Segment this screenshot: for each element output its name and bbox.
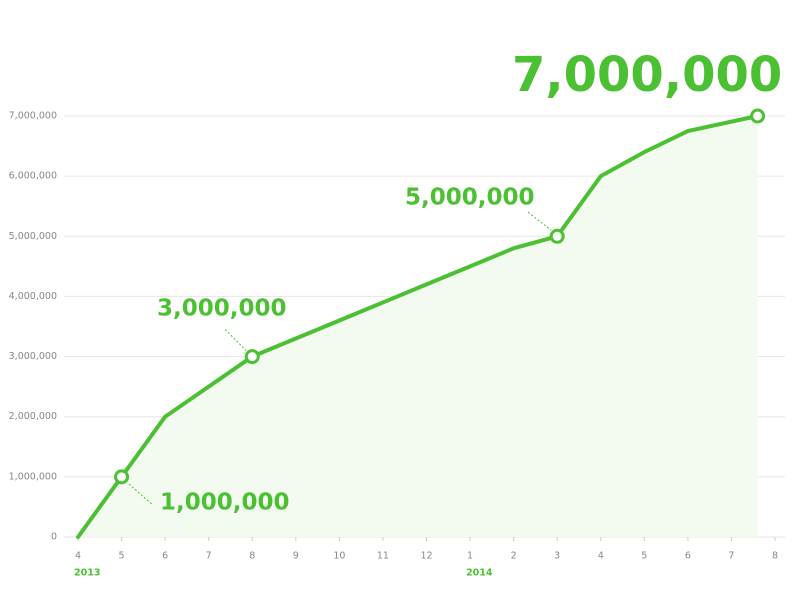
milestone-marker	[114, 469, 130, 485]
y-tick-label: 1,000,000	[9, 471, 57, 482]
x-tick-label: 10	[333, 551, 345, 562]
y-tick-label: 7,000,000	[9, 111, 57, 122]
milestone-marker	[549, 228, 565, 244]
x-tick-label: 4	[75, 551, 81, 562]
milestone-label: 1,000,000	[160, 490, 290, 516]
milestone-label: 5,000,000	[405, 185, 535, 211]
y-tick-label: 4,000,000	[9, 291, 57, 302]
milestone-label: 7,000,000	[512, 47, 782, 103]
leader-line	[224, 329, 247, 351]
x-tick-label: 1	[467, 551, 473, 562]
x-tick-label: 6	[162, 551, 168, 562]
x-tick-label: 7	[206, 551, 212, 562]
milestone-marker	[750, 108, 766, 124]
year-label: 2014	[466, 568, 493, 579]
x-tick-label: 5	[119, 551, 125, 562]
line	[76, 114, 760, 539]
y-tick-label: 3,000,000	[9, 351, 57, 362]
x-tick-label: 5	[641, 551, 647, 562]
y-tick-label: 2,000,000	[9, 411, 57, 422]
milestone-label: 3,000,000	[157, 296, 287, 322]
y-tick-label: 6,000,000	[9, 171, 57, 182]
x-tick-label: 9	[293, 551, 299, 562]
leader-line	[527, 211, 552, 231]
area	[78, 116, 758, 537]
x-tick-label: 11	[377, 551, 389, 562]
leader-line	[127, 482, 152, 505]
x-tick-label: 12	[420, 551, 432, 562]
y-tick-label: 5,000,000	[9, 231, 57, 242]
y-tick-label: 0	[51, 532, 57, 543]
year-label: 2013	[74, 568, 100, 579]
x-tick-label: 6	[685, 551, 691, 562]
x-tick-label: 7	[728, 551, 734, 562]
x-tick-label: 4	[598, 551, 604, 562]
x-tick-label: 8	[249, 551, 255, 562]
x-tick-label: 8	[772, 551, 778, 562]
x-tick-label: 2	[511, 551, 517, 562]
x-tick-label: 3	[554, 551, 560, 562]
milestone-marker	[244, 349, 260, 365]
